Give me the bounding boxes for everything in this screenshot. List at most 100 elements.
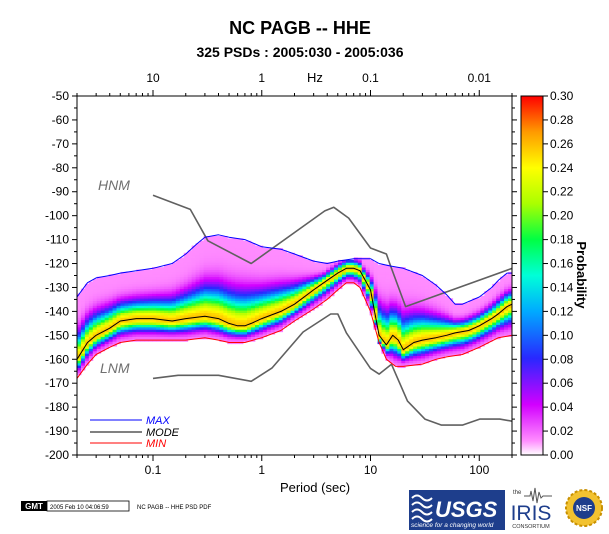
pdf-cell (500, 295, 505, 299)
pdf-cell (322, 267, 327, 270)
pdf-cell (310, 293, 315, 297)
pdf-cell (227, 286, 232, 290)
pdf-cell (436, 329, 442, 333)
pdf-cell (100, 336, 106, 340)
pdf-cell (92, 343, 98, 347)
pdf-cell (425, 288, 430, 292)
pdf-cell (452, 312, 458, 316)
pdf-cell (207, 314, 212, 318)
pdf-cell (286, 303, 291, 306)
pdf-cell (401, 334, 406, 337)
pdf-cell (247, 247, 252, 251)
pdf-cell (108, 322, 113, 325)
pdf-cell (353, 267, 359, 270)
pdf-cell (432, 288, 438, 292)
pdf-cell (413, 312, 418, 316)
pdf-cell (393, 291, 398, 294)
pdf-cell (203, 255, 208, 258)
pdf-cell (381, 319, 386, 323)
pdf-cell (432, 291, 438, 294)
pdf-cell (417, 348, 422, 352)
pdf-cell (112, 291, 117, 294)
pdf-cell (393, 300, 398, 304)
pdf-cell (124, 274, 129, 278)
pdf-cell (504, 288, 509, 292)
pdf-cell (262, 305, 268, 309)
pdf-cell (152, 269, 157, 273)
pdf-cell (464, 341, 469, 345)
pdf-cell (389, 334, 394, 337)
pdf-cell (373, 274, 378, 278)
pdf-cell (77, 324, 82, 328)
pdf-cell (215, 252, 220, 256)
pdf-cell (322, 276, 327, 280)
pdf-cell (203, 269, 208, 273)
pdf-cell (385, 288, 390, 292)
pdf-cell (219, 322, 224, 325)
pdf-cell (211, 293, 216, 297)
pdf-cell (80, 293, 86, 297)
pdf-cell (266, 269, 272, 273)
pdf-cell (314, 303, 319, 306)
colorbar-tick-label: 0.20 (550, 209, 574, 223)
pdf-cell (381, 303, 386, 306)
pdf-cell (500, 326, 505, 330)
pdf-cell (480, 341, 485, 345)
pdf-cell (306, 295, 311, 299)
pdf-cell (207, 255, 212, 258)
pdf-cell (444, 338, 450, 342)
pdf-cell (444, 322, 450, 325)
pdf-cell (417, 279, 422, 282)
pdf-cell (152, 288, 157, 292)
pdf-cell (116, 298, 121, 302)
pdf-cell (108, 298, 113, 302)
pdf-cell (207, 269, 212, 273)
pdf-cell (203, 288, 208, 292)
pdf-cell (405, 295, 410, 299)
pdf-cell (207, 319, 212, 323)
pdf-cell (290, 300, 295, 304)
pdf-cell (104, 324, 110, 328)
pdf-cell (432, 331, 438, 335)
iris-logo: the IRIS CONSORTIUM (511, 487, 552, 530)
pdf-cell (227, 276, 232, 280)
pdf-cell (203, 264, 208, 268)
pdf-cell (460, 324, 465, 328)
pdf-cell (84, 283, 90, 287)
pdf-cell (428, 310, 434, 313)
pdf-cell (207, 300, 212, 304)
pdf-cell (183, 319, 189, 323)
pdf-cell (88, 286, 94, 290)
pdf-cell (199, 262, 204, 266)
pdf-cell (247, 252, 252, 256)
pdf-cell (77, 312, 82, 316)
pdf-cell (152, 300, 157, 304)
pdf-cell (492, 331, 497, 335)
pdf-cell (270, 307, 276, 311)
pdf-cell (436, 319, 442, 323)
pdf-cell (330, 291, 335, 294)
pdf-cell (183, 303, 189, 306)
pdf-cell (385, 319, 390, 323)
pdf-cell (187, 267, 193, 270)
pdf-cell (171, 310, 177, 313)
pdf-cell (148, 322, 153, 325)
pdf-cell (468, 322, 473, 325)
pdf-cell (377, 319, 382, 323)
pdf-cell (211, 317, 216, 321)
pdf-cell (298, 276, 303, 280)
pdf-cell (187, 286, 193, 290)
pdf-cell (266, 322, 272, 325)
pdf-cell (235, 300, 240, 304)
pdf-cell (306, 286, 311, 290)
pdf-cell (436, 324, 442, 328)
pdf-cell (294, 312, 299, 316)
pdf-cell (377, 314, 382, 318)
pdf-cell (179, 305, 185, 309)
pdf-cell (251, 336, 256, 340)
pdf-cell (417, 307, 422, 311)
pdf-cell (96, 303, 102, 306)
pdf-cell (144, 293, 149, 297)
pdf-cell (286, 314, 291, 318)
pdf-cell (286, 312, 291, 316)
